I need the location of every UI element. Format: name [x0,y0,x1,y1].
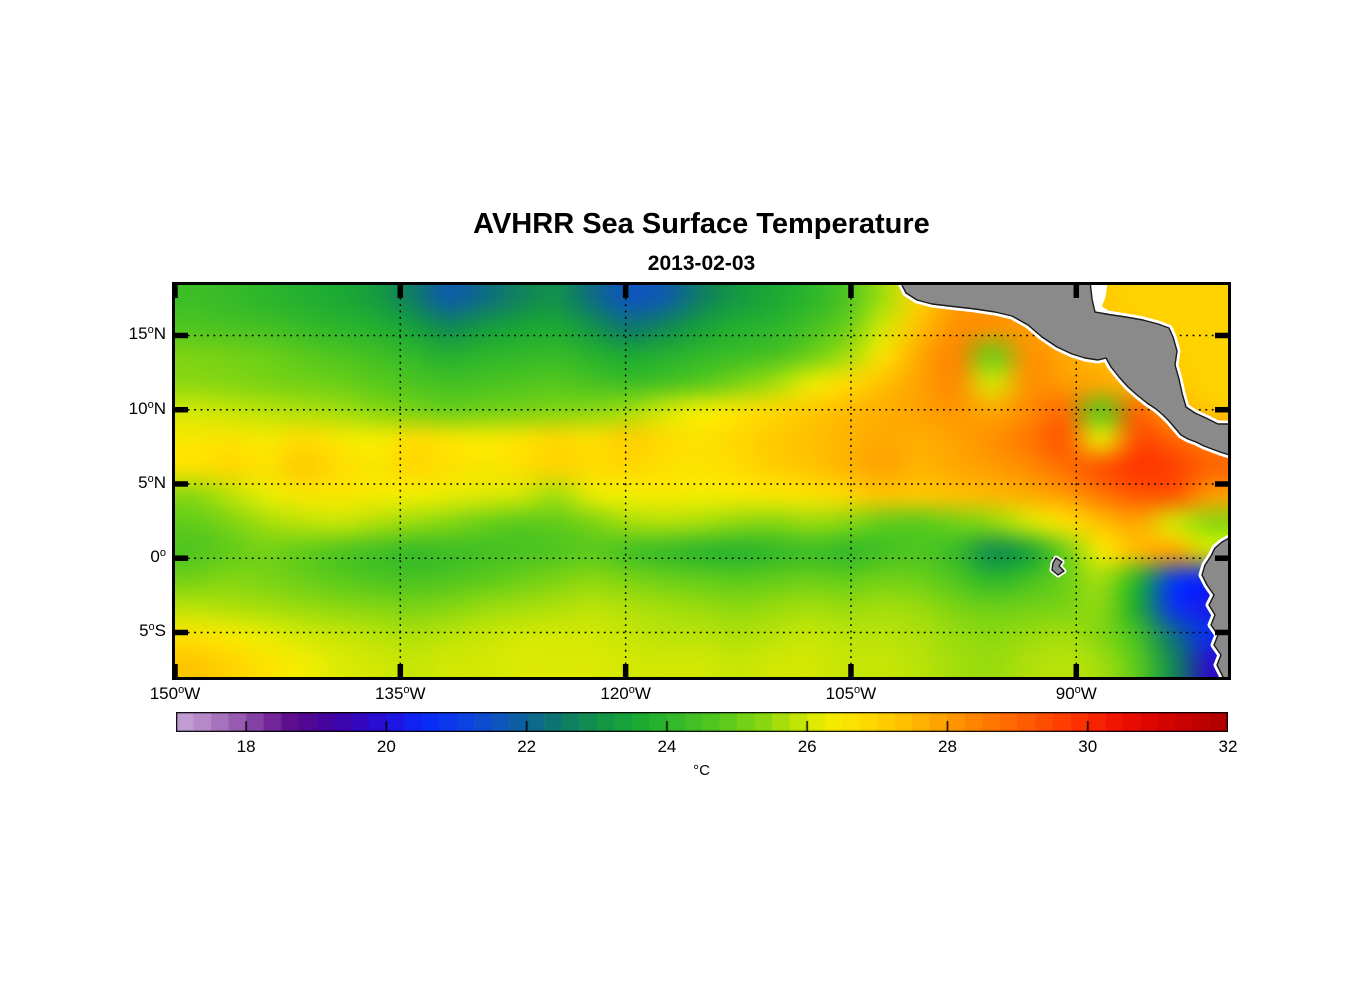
y-tickmark-left [175,406,188,413]
colorbar-tick-label: 24 [657,737,677,756]
colorbar-tick-label: 22 [517,737,537,756]
tick-text: 5 [139,621,149,641]
chart-subtitle: 2013-02-03 [647,252,756,275]
colorbar-tick-label: 32 [1218,737,1238,756]
tick-text: 10 [128,398,148,418]
land-central-america [901,285,1228,456]
x-tickmark-top [848,285,854,298]
tick-text: 90 [1055,684,1075,703]
x-tickmark-bottom [848,664,854,677]
tick-text: 135 [375,684,404,703]
sst-heatmap-canvas [175,285,1228,677]
degree-superscript: o [148,621,155,634]
colorbar-tick-label: 26 [797,737,817,756]
colorbar-units-label: °C [693,762,710,779]
colorbar-tick-label: 28 [937,737,957,756]
tick-text: 15 [128,324,148,344]
tick-text: 105 [825,684,855,703]
x-tickmark-bottom [622,664,629,677]
colorbar-tick-label: 20 [376,737,396,756]
degree-superscript: o [178,684,185,696]
x-tickmark-top [1073,285,1080,298]
x-tick-label: 150oW [130,684,220,704]
degree-superscript: o [854,684,861,696]
y-tickmark-left [175,332,188,339]
tick-text: 150 [149,684,179,703]
y-tickmark-left [175,481,188,487]
y-tickmark-left [175,555,188,561]
x-tickmark-bottom [397,664,404,677]
tick-text: 5 [138,472,148,492]
tick-text: N [153,398,166,418]
y-tick-label: 0o [84,547,166,567]
x-tickmark-bottom [1073,664,1080,677]
tick-text: W [409,684,426,703]
x-tick-label: 120oW [581,684,671,704]
y-tickmark-right [1215,481,1228,487]
x-tickmark-top [397,285,404,298]
x-tickmark-top [622,285,629,298]
degree-superscript: o [159,547,166,560]
tick-text: W [184,684,201,703]
y-tickmark-right [1215,555,1228,561]
tick-text: W [634,684,651,703]
chart-title: AVHRR Sea Surface Temperature [473,208,930,240]
degree-superscript: o [403,684,410,696]
x-tick-label: 90oW [1031,684,1121,704]
land-galapagos-island [1051,557,1065,576]
tick-text: W [860,684,877,703]
y-tickmark-left [175,629,188,636]
tick-text: 0 [150,547,160,567]
colorbar-canvas [176,712,1228,732]
x-tickmark-bottom [175,664,178,677]
degree-superscript: o [147,472,154,485]
land-south-america [1201,537,1228,677]
y-tick-label: 5oN [84,473,166,493]
tick-text: W [1080,684,1097,703]
colorbar-tick-label: 18 [236,737,256,756]
y-tick-label: 10oN [84,399,166,419]
degree-superscript: o [147,324,154,337]
y-tick-label: 15oN [84,324,166,344]
degree-superscript: o [628,684,635,696]
tick-text: 120 [600,684,629,703]
degree-superscript: o [1074,684,1081,696]
x-tick-label: 135oW [355,684,445,704]
tick-text: S [154,621,166,641]
y-tick-label: 5oS [84,621,166,641]
map-overlay [175,285,1228,677]
degree-superscript: o [147,398,154,411]
x-tickmark-top [175,285,178,298]
y-tickmark-right [1215,406,1228,413]
tick-text: N [153,472,166,492]
x-tick-label: 105oW [806,684,896,704]
tick-text: N [153,324,166,344]
y-tickmark-right [1215,629,1228,636]
colorbar-tick-label: 30 [1078,737,1098,756]
y-tickmark-right [1215,332,1228,339]
